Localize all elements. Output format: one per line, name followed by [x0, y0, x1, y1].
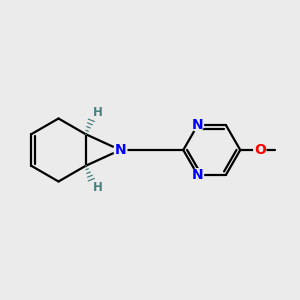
Circle shape — [254, 144, 266, 156]
Text: N: N — [192, 118, 203, 132]
Circle shape — [191, 169, 203, 181]
Circle shape — [191, 119, 203, 131]
Text: O: O — [254, 143, 266, 157]
Text: N: N — [192, 168, 203, 182]
Circle shape — [114, 143, 127, 157]
Text: H: H — [93, 181, 102, 194]
Text: N: N — [115, 143, 126, 157]
Text: H: H — [93, 106, 102, 119]
